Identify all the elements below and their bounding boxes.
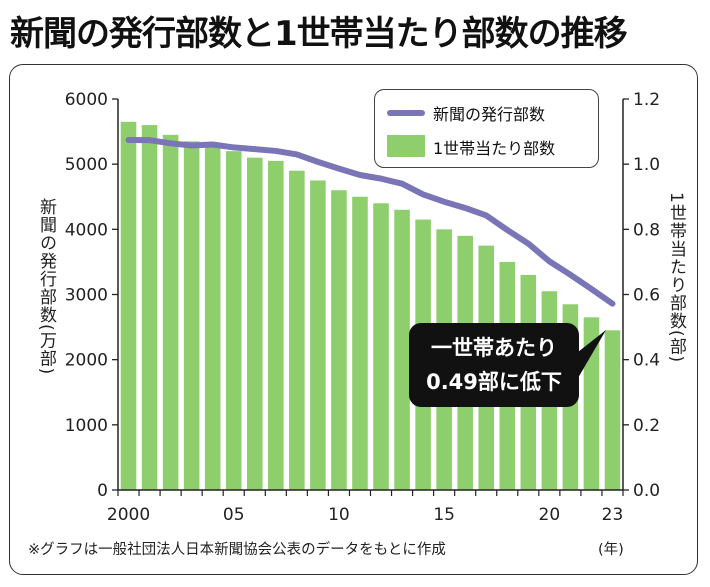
bar-2010 (331, 190, 347, 490)
x-tick-label-2023: 23 (602, 505, 624, 525)
right-tick-label-0.0: 0.0 (633, 481, 660, 501)
legend-bar-swatch (387, 135, 425, 157)
left-tick-label-6000: 6000 (65, 90, 108, 110)
source-note: ※グラフは一般社団法人日本新聞協会公表のデータをもとに作成 (28, 542, 446, 558)
bar-2005 (225, 151, 242, 490)
bar-2002 (162, 134, 179, 490)
x-tick-label-2000: 2000 (107, 505, 150, 525)
bar-2008 (289, 170, 305, 490)
legend-bar-label: 1世帯当たり部数 (433, 139, 556, 158)
right-tick-label-0.2: 0.2 (633, 416, 660, 436)
left-tick-label-0: 0 (97, 481, 108, 501)
bar-2003 (183, 141, 200, 490)
x-unit-label: (年) (598, 542, 624, 558)
right-tick-label-0.6: 0.6 (633, 286, 660, 306)
bar-2012 (373, 203, 389, 490)
bar-2007 (268, 160, 284, 491)
bar-2009 (310, 180, 326, 491)
left-tick-label-2000: 2000 (65, 351, 108, 371)
left-tick-label-5000: 5000 (65, 155, 108, 175)
callout-line2: 0.49部に低下 (426, 370, 562, 394)
bar-2001 (141, 125, 158, 491)
left-tick-label-1000: 1000 (65, 416, 108, 436)
left-axis-label: 新聞の発行部数(万部) (36, 198, 56, 376)
right-tick-label-0.4: 0.4 (633, 351, 660, 371)
legend: 新聞の発行部数 1世帯当たり部数 (374, 89, 599, 168)
bar-2011 (352, 196, 368, 490)
chart-title: 新聞の発行部数と1世帯当たり部数の推移 (10, 14, 628, 54)
bar-2006 (246, 157, 263, 490)
left-tick-label-3000: 3000 (65, 286, 108, 306)
right-tick-label-1.2: 1.2 (633, 90, 660, 110)
bar-2023 (604, 330, 621, 490)
right-tick-label-0.8: 0.8 (633, 220, 660, 240)
x-tick-label-2010: 10 (328, 505, 350, 525)
callout-pointer (578, 330, 606, 378)
line-series-circulation (125, 136, 616, 307)
bar-2004 (204, 144, 221, 490)
callout-box: 一世帯あたり 0.49部に低下 (409, 323, 579, 407)
legend-line-swatch (387, 110, 425, 116)
left-tick-label-4000: 4000 (65, 220, 108, 240)
right-axis-label: 1世帯当たり部数(部) (666, 192, 686, 364)
x-tick-label-2015: 15 (433, 505, 455, 525)
x-tick-label-2020: 20 (539, 505, 561, 525)
x-tick-label-2005: 05 (223, 505, 245, 525)
bar-2013 (394, 209, 410, 491)
bar-2000 (120, 121, 137, 490)
right-tick-label-1.0: 1.0 (633, 155, 660, 175)
legend-line-label: 新聞の発行部数 (433, 105, 546, 124)
callout-line1: 一世帯あたり (431, 336, 557, 360)
